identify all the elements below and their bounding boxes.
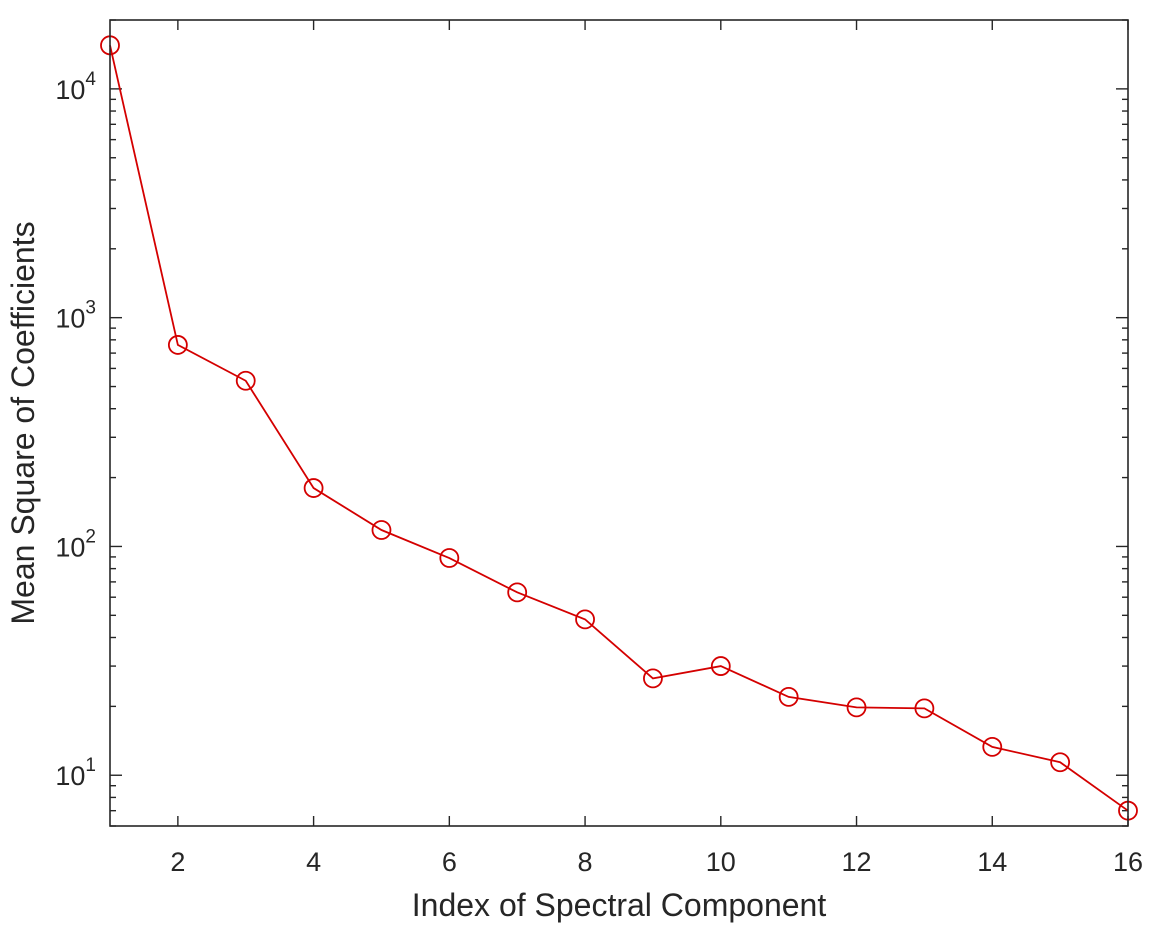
data-point [982,737,1003,757]
y-tick-label: 102 [55,526,96,562]
x-tick-label: 10 [706,847,736,877]
data-point [1050,752,1071,773]
y-axis-label: Mean Square of Coefficients [5,221,41,624]
plot-box [109,19,1129,827]
data-point [235,370,256,391]
x-tick-label: 8 [578,847,593,877]
data-point [643,668,663,689]
data-point [914,698,935,719]
x-tick-label: 6 [442,847,457,877]
x-tick-label: 12 [842,847,872,877]
x-axis-label: Index of Spectral Component [412,887,827,923]
series-line [109,45,1129,812]
x-tick-label: 14 [977,847,1007,877]
ticks-layer [110,19,1129,827]
data-point [778,687,799,707]
x-tick-label: 2 [170,847,185,877]
data-point [710,656,731,676]
y-tick-label: 103 [55,298,96,334]
data-point [371,520,392,540]
labels-layer: 2 4 6 8 10 12 14 16 101 102 103 104 [55,69,1143,877]
series-layer [100,35,1138,821]
data-point [439,548,460,568]
y-tick-label: 104 [55,69,96,105]
y-tick-label: 101 [55,755,96,791]
data-point [303,478,324,498]
x-tick-label: 16 [1113,847,1143,877]
data-point [846,697,867,718]
data-point [575,609,595,630]
x-tick-label: 4 [306,847,321,877]
data-point [167,335,188,355]
data-point [507,582,528,603]
